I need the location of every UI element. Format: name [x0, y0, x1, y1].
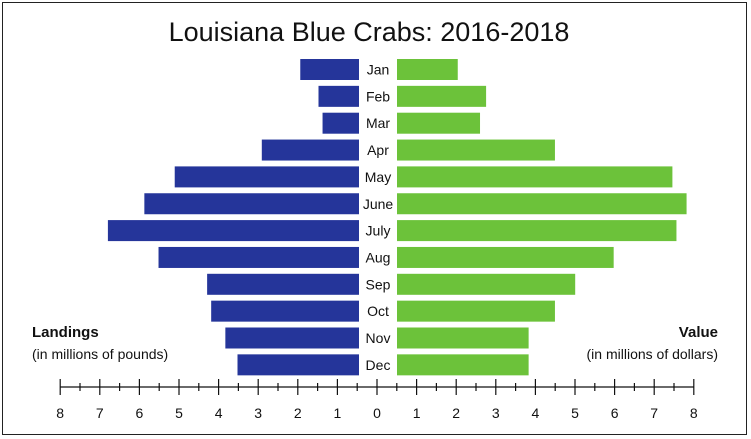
value-axis-title: Value [679, 324, 718, 341]
landings-bar-mar [322, 112, 359, 134]
value-bar-nov [397, 327, 529, 349]
right-tick-label-7: 7 [650, 405, 658, 421]
left-tick-label-8: 8 [56, 405, 64, 421]
month-label-apr: Apr [367, 142, 389, 158]
value-bar-apr [397, 139, 555, 161]
month-label-may: May [365, 169, 391, 185]
landings-bar-feb [318, 85, 359, 107]
x-axis: 8 7 6 5 4 3 2 1 0 1 2 3 4 5 6 7 8 [56, 379, 698, 421]
month-label-july: July [366, 223, 391, 239]
value-bar-feb [397, 85, 487, 107]
value-bar-oct [397, 300, 555, 322]
left-tick-label-2: 2 [294, 405, 302, 421]
landings-bar-jan [300, 59, 359, 80]
left-tick-label-3: 3 [254, 405, 262, 421]
month-label-june: June [363, 196, 394, 212]
landings-bars [107, 59, 360, 376]
landings-bar-oct [211, 300, 359, 322]
landings-bar-aug [158, 246, 359, 268]
landings-bar-june [144, 193, 359, 215]
landings-bar-nov [225, 327, 359, 349]
center-tick-label: 0 [373, 405, 381, 421]
value-bar-mar [397, 112, 481, 134]
left-tick-label-7: 7 [96, 405, 104, 421]
landings-bar-july [107, 220, 360, 242]
value-bar-jan [397, 59, 458, 80]
chart-title: Louisiana Blue Crabs: 2016-2018 [169, 17, 570, 47]
month-label-jan: Jan [367, 62, 390, 78]
value-bars [397, 59, 687, 376]
month-label-dec: Dec [366, 357, 391, 373]
chart-frame: Louisiana Blue Crabs: 2016-2018 Jan Feb Ma… [2, 2, 747, 435]
month-label-aug: Aug [366, 249, 391, 265]
value-bar-sep [397, 273, 576, 295]
landings-bar-apr [261, 139, 359, 161]
landings-bar-may [174, 166, 359, 188]
landings-bar-sep [207, 273, 359, 295]
butterfly-chart: Louisiana Blue Crabs: 2016-2018 Jan Feb Ma… [32, 17, 718, 421]
month-label-mar: Mar [366, 115, 390, 131]
landings-bar-dec [237, 354, 359, 376]
left-tick-label-5: 5 [175, 405, 183, 421]
month-label-sep: Sep [366, 276, 391, 292]
landings-axis-title: Landings [32, 324, 99, 341]
month-label-feb: Feb [366, 88, 390, 104]
value-bar-july [397, 220, 677, 242]
month-label-nov: Nov [366, 330, 391, 346]
right-tick-label-4: 4 [532, 405, 540, 421]
landings-axis-subtitle: (in millions of pounds) [32, 346, 168, 362]
left-tick-label-4: 4 [215, 405, 223, 421]
left-tick-label-6: 6 [136, 405, 144, 421]
month-label-oct: Oct [367, 303, 389, 319]
value-bar-aug [397, 246, 614, 268]
right-tick-label-5: 5 [571, 405, 579, 421]
value-bar-may [397, 166, 673, 188]
value-bar-dec [397, 354, 529, 376]
value-bar-june [397, 193, 687, 215]
month-labels: Jan Feb Mar Apr May June July Aug Sep Oct Nov Dec [363, 62, 394, 373]
right-tick-label-6: 6 [611, 405, 619, 421]
left-tick-label-1: 1 [334, 405, 342, 421]
right-tick-label-1: 1 [413, 405, 421, 421]
right-tick-label-8: 8 [690, 405, 698, 421]
right-tick-label-3: 3 [492, 405, 500, 421]
value-axis-subtitle: (in millions of dollars) [587, 346, 718, 362]
right-tick-label-2: 2 [452, 405, 460, 421]
